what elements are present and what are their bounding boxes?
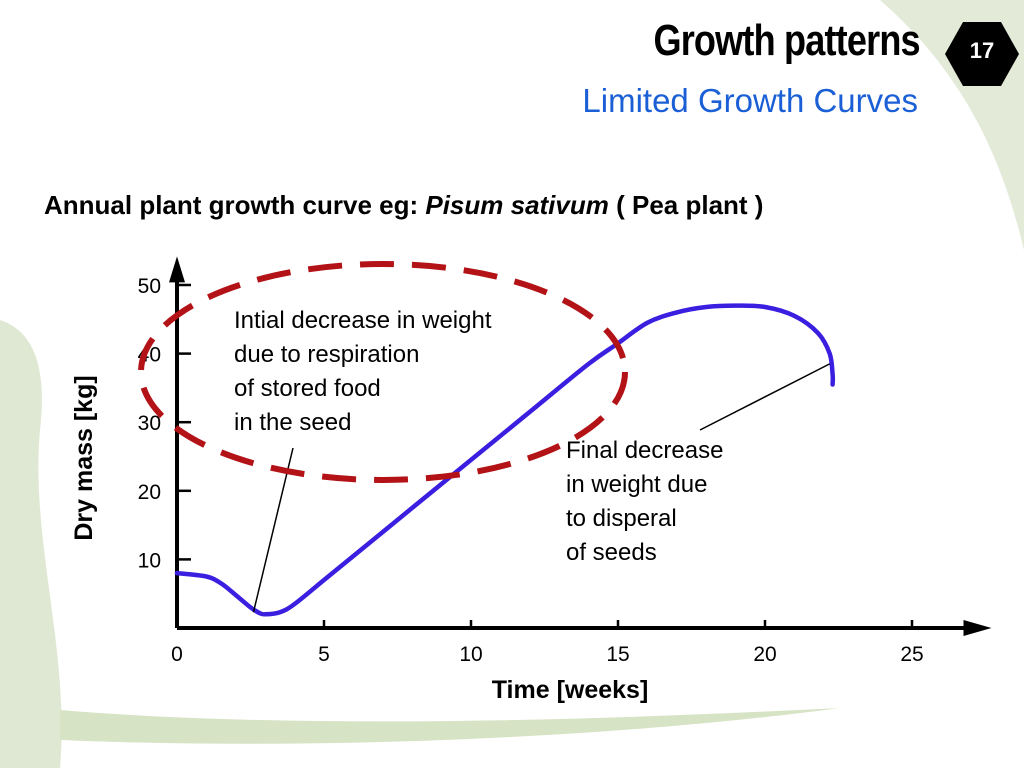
slide-number: 17 [969, 38, 995, 63]
annotation-text: in the seed [234, 409, 351, 436]
annotation-text: Intial decrease in weight [234, 307, 492, 334]
y-tick-label: 50 [138, 275, 161, 298]
left-swoosh [0, 320, 62, 768]
bottom-swoosh [60, 708, 840, 744]
annotation-text: Final decrease [566, 437, 723, 464]
annotation-text: of seeds [566, 539, 657, 566]
x-tick-label: 25 [900, 643, 923, 666]
slide-subtitle: Limited Growth Curves [582, 82, 918, 119]
annotation-text: due to respiration [234, 341, 419, 368]
caption-prefix: Annual plant growth curve eg: [44, 190, 426, 220]
y-tick-label: 20 [138, 481, 161, 504]
x-tick-label: 20 [753, 643, 776, 666]
annotation-pointer [252, 447, 294, 613]
caption-suffix: ( Pea plant ) [608, 190, 764, 220]
annotation-pointer [699, 363, 831, 431]
annotation-text: to disperal [566, 505, 677, 532]
caption-species: Pisum sativum [425, 190, 609, 220]
growth-curve [174, 303, 836, 617]
hexagon-shape [945, 22, 1019, 86]
slide-number-badge [945, 22, 1019, 86]
chart-axes [169, 256, 992, 636]
y-axis-label: Dry mass [kg] [70, 375, 98, 540]
chart-annotations: Intial decrease in weight due to respirat… [234, 307, 831, 613]
y-tick-label: 10 [138, 549, 161, 572]
x-tick-label: 5 [318, 643, 330, 666]
x-tick-label: 0 [171, 643, 183, 666]
x-tick-label: 15 [606, 643, 629, 666]
x-axis-arrow [963, 620, 992, 636]
slide-title: Growth patterns [653, 16, 921, 65]
annotation-text: in weight due [566, 471, 707, 498]
annotation-text: of stored food [234, 375, 381, 402]
highlight-ellipse [138, 261, 628, 483]
x-axis-label: Time [weeks] [492, 676, 649, 704]
x-tick-label: 10 [459, 643, 482, 666]
y-axis-arrow [169, 256, 185, 283]
y-tick-label: 30 [138, 412, 161, 435]
chart-caption: Annual plant growth curve eg: Pisum sati… [44, 190, 763, 221]
